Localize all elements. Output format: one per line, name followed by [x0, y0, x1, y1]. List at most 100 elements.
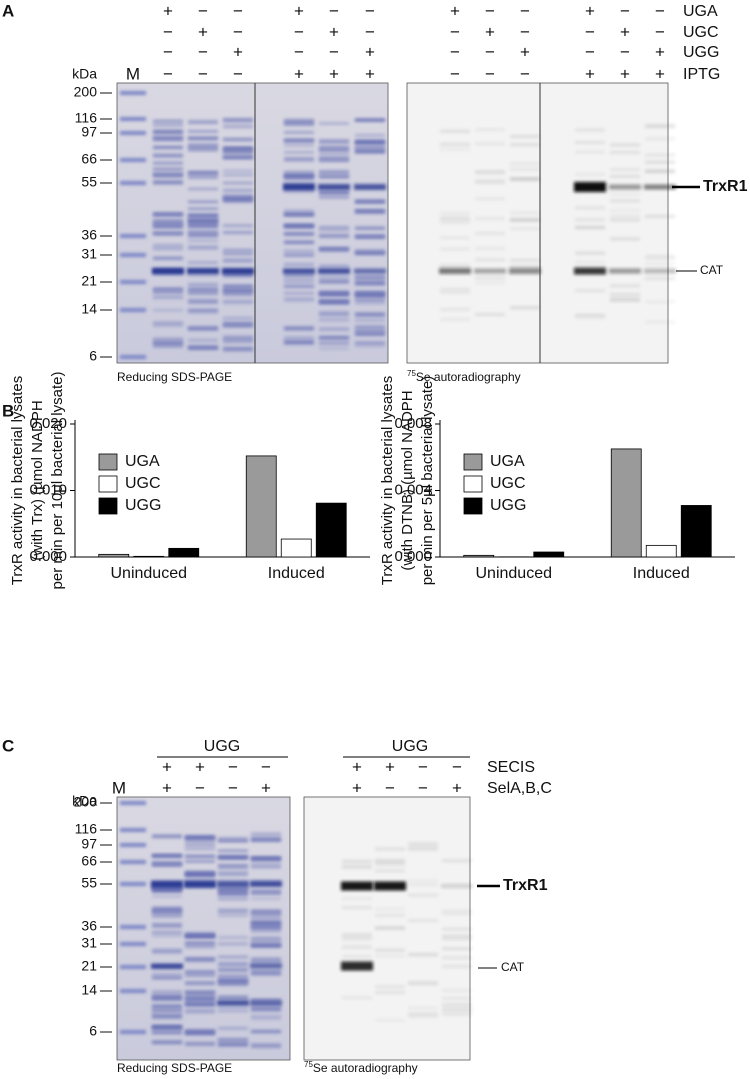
band: [251, 1043, 281, 1049]
band: [217, 881, 249, 887]
band: [188, 338, 218, 343]
panel-label: B: [2, 401, 14, 420]
marker-label: 14: [81, 982, 97, 998]
band: [188, 143, 218, 147]
band: [408, 1006, 438, 1010]
y-tick-label: 0.000: [394, 548, 432, 565]
band: [223, 224, 253, 227]
band: [440, 236, 470, 240]
sign: −: [450, 22, 460, 41]
band: [284, 189, 314, 194]
band: [355, 331, 385, 336]
sign: −: [485, 64, 495, 83]
band: [223, 231, 253, 234]
band: [610, 237, 640, 241]
sign: −: [450, 42, 460, 61]
band: [442, 1003, 472, 1007]
band: [251, 968, 281, 973]
band: [474, 268, 506, 274]
bar: [645, 544, 677, 558]
band: [185, 997, 215, 1003]
band: [152, 934, 182, 937]
sign: −: [163, 22, 173, 41]
panel-label: C: [2, 736, 14, 755]
band: [188, 245, 218, 250]
band: [153, 232, 183, 236]
marker-label: 21: [81, 273, 97, 289]
sign: −: [485, 42, 495, 61]
band: [355, 301, 385, 305]
ladder-band: [120, 253, 146, 257]
band: [475, 258, 505, 262]
band: [355, 293, 385, 298]
band: [153, 344, 183, 349]
caption: 75Se autoradiography: [407, 369, 521, 384]
band: [152, 990, 182, 995]
band-label: CAT: [700, 263, 724, 277]
band: [644, 184, 676, 190]
band: [319, 158, 349, 161]
band: [355, 234, 385, 239]
band: [188, 213, 218, 219]
band: [610, 208, 640, 212]
legend-swatch: [463, 497, 483, 515]
band: [218, 864, 248, 870]
band: [223, 272, 253, 278]
band: [152, 913, 182, 919]
band: [152, 976, 182, 980]
caption-text: Se autoradiography: [313, 1061, 418, 1075]
row-label: UGG: [683, 44, 719, 61]
sign: +: [485, 22, 495, 41]
band: [375, 991, 405, 995]
sign: +: [261, 778, 271, 797]
band: [284, 151, 314, 154]
band: [319, 275, 349, 280]
x-tick-label: Induced: [268, 565, 325, 582]
band: [610, 192, 640, 196]
band: [218, 855, 248, 859]
band: [610, 293, 640, 297]
band: [355, 298, 385, 302]
band: [251, 959, 281, 963]
band: [152, 910, 182, 915]
sign: +: [520, 42, 530, 61]
band: [283, 183, 315, 191]
band: [319, 290, 349, 296]
band: [284, 121, 314, 127]
marker-label: 66: [81, 151, 97, 167]
sign: −: [365, 1, 375, 20]
band: [442, 937, 472, 941]
band: [223, 156, 253, 159]
band: [319, 247, 349, 251]
band: [250, 1000, 282, 1006]
band: [375, 863, 405, 867]
band: [408, 893, 438, 897]
ladder-band: [120, 989, 146, 993]
band: [355, 209, 385, 213]
band: [188, 187, 218, 191]
sign: −: [485, 1, 495, 20]
band: [218, 961, 248, 967]
sign: −: [294, 42, 304, 61]
legend-label: UGG: [125, 497, 161, 514]
band: [318, 184, 350, 190]
band: [355, 319, 385, 322]
band: [223, 284, 253, 289]
band: [475, 313, 505, 317]
band: [440, 247, 470, 251]
band: [188, 290, 218, 295]
band: [354, 268, 386, 274]
band: [509, 268, 541, 274]
band: [610, 168, 640, 172]
band: [188, 308, 218, 312]
band: [185, 835, 215, 840]
band: [645, 160, 675, 164]
band: [319, 175, 349, 179]
sign: +: [329, 22, 339, 41]
sign: +: [620, 22, 630, 41]
sign: −: [261, 757, 271, 776]
row-label: UGA: [683, 3, 718, 20]
band: [188, 220, 218, 225]
band: [153, 161, 183, 165]
sign: −: [620, 42, 630, 61]
